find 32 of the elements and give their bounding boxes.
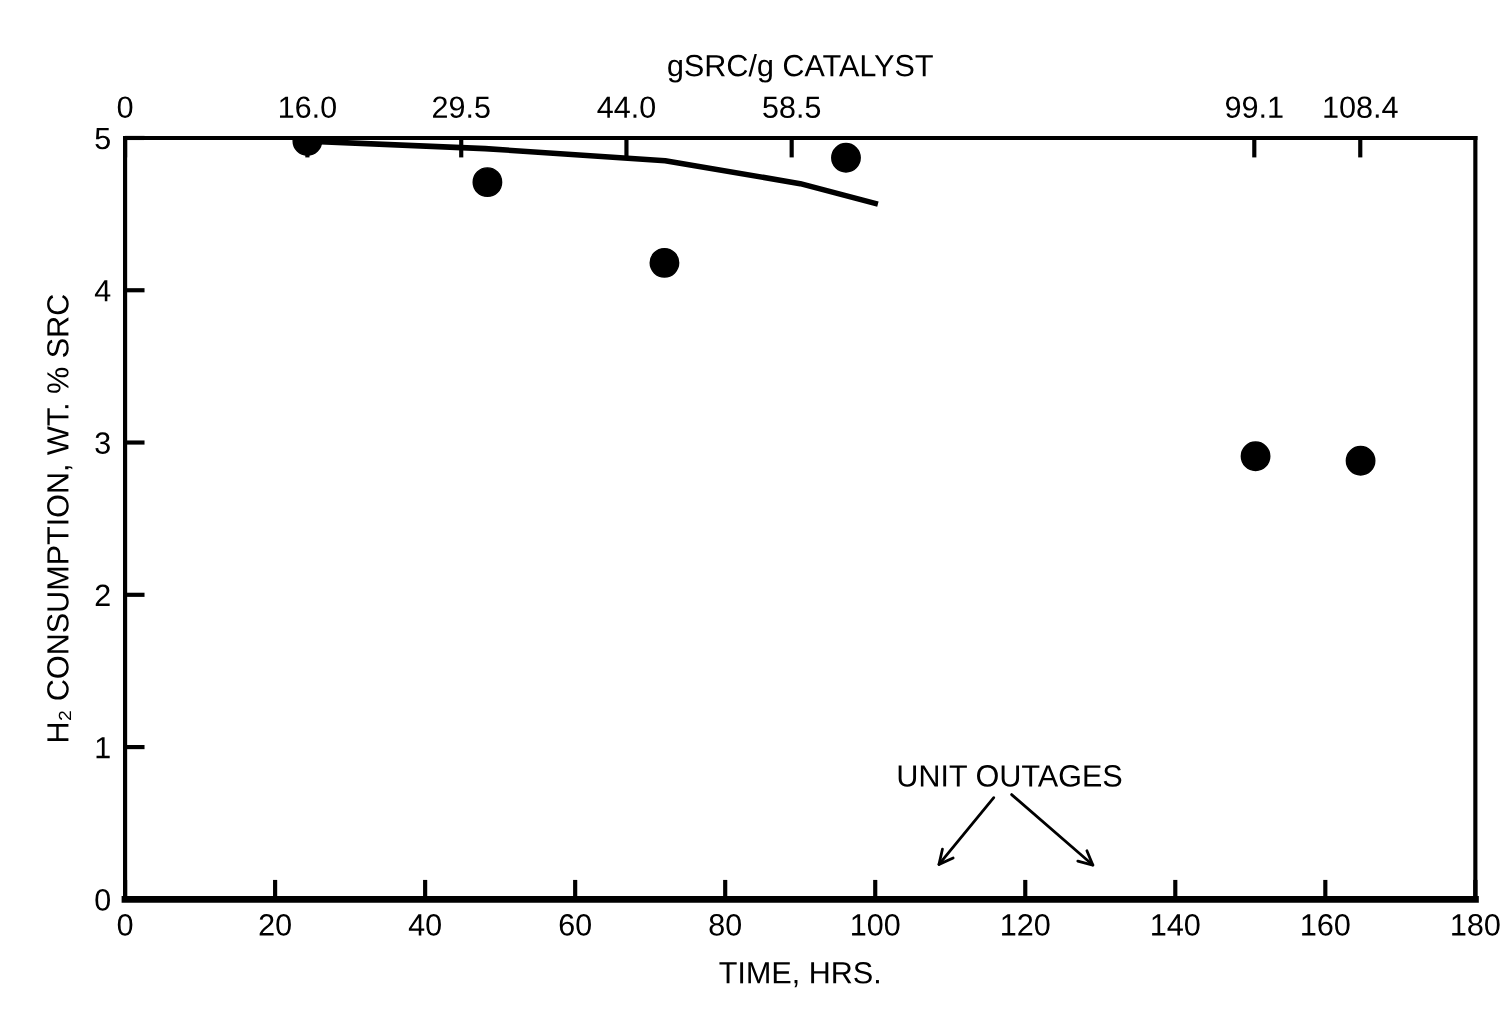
y-tick-label: 4	[94, 280, 111, 302]
y-tick-label: 1	[96, 737, 110, 759]
x2-tick-label: 44.0	[597, 96, 655, 119]
point	[472, 167, 503, 198]
x2-axis-title: gSRC/g CATALYST	[668, 54, 933, 83]
x-tick-label: 140	[1152, 914, 1200, 936]
x-tick-label: 180	[1452, 914, 1500, 936]
x2-tick-label: 108.4	[1324, 96, 1398, 119]
point	[649, 247, 680, 278]
x-tick-label: 0	[117, 914, 133, 936]
x2-tick-label: 29.5	[433, 96, 490, 119]
y-tick-label: 2	[95, 584, 110, 606]
x-tick-label: 40	[408, 914, 441, 936]
x2-tick-label: 0	[117, 96, 133, 119]
point	[1240, 441, 1271, 472]
y-tick-label: 5	[95, 128, 110, 150]
x-axis-title: TIME, HRS.	[719, 961, 879, 988]
x2-tick-label: 16.0	[279, 96, 336, 119]
point	[831, 142, 861, 173]
x-tick-label: 120	[1002, 914, 1050, 936]
y-tick-label: 3	[95, 432, 110, 454]
x-tick-label: 100	[852, 914, 900, 936]
x-tick-label: 60	[559, 914, 591, 936]
x-tick-label: 160	[1302, 914, 1350, 936]
x-tick-label: 20	[259, 914, 291, 936]
x2-tick-label: 99.1	[1226, 96, 1283, 119]
x-tick-label: 80	[709, 914, 741, 936]
annotation: UNIT OUTAGES	[898, 765, 1122, 787]
x2-tick-label: 58.5	[763, 96, 821, 119]
point	[1345, 445, 1376, 476]
y-axis-title: H₂ CONSUMPTION, WT. % SRC	[47, 294, 73, 742]
y-tick-label: 0	[95, 889, 110, 911]
